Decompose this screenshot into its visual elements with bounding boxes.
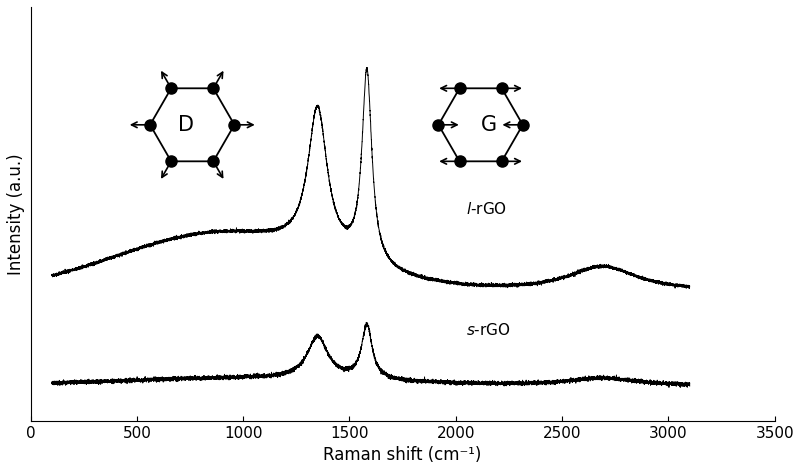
X-axis label: Raman shift (cm⁻¹): Raman shift (cm⁻¹): [324, 446, 482, 464]
Text: G: G: [481, 115, 497, 135]
Text: D: D: [178, 115, 194, 135]
Text: $\it{l}$-rGO: $\it{l}$-rGO: [466, 201, 507, 217]
Y-axis label: Intensity (a.u.): Intensity (a.u.): [7, 153, 25, 275]
Text: $\it{s}$-rGO: $\it{s}$-rGO: [466, 322, 511, 338]
